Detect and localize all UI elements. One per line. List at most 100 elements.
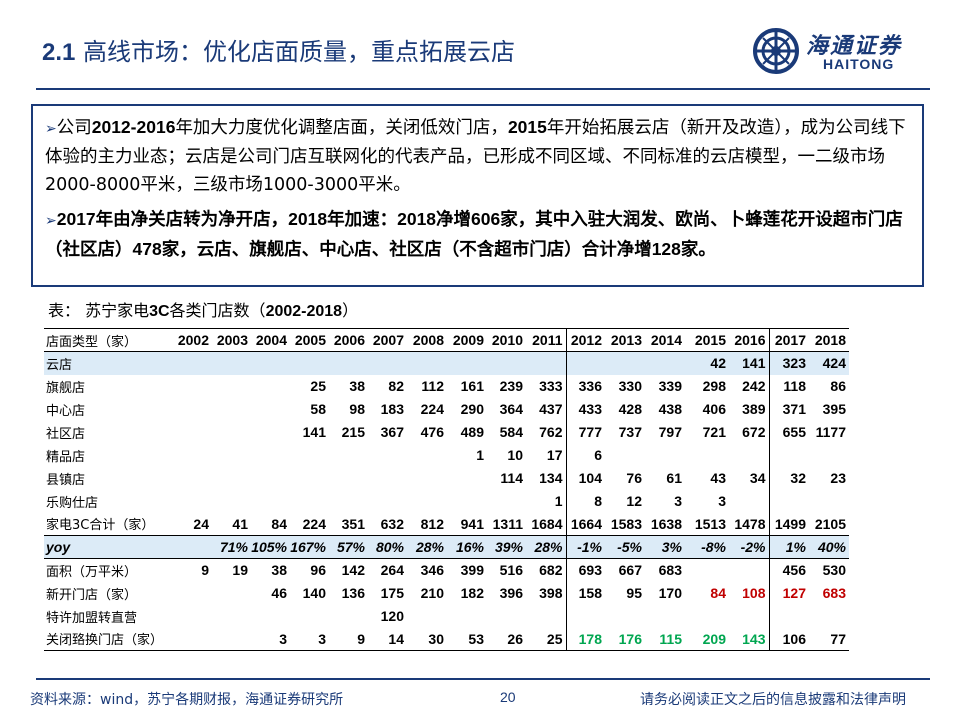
table-cell: 812 — [420, 515, 444, 532]
table-cell — [605, 605, 645, 628]
table-cell: 339 — [658, 378, 682, 394]
table-cell: 96 — [290, 558, 329, 582]
table-row: 云店 42 141 323 424 — [44, 351, 849, 375]
table-cell: 396 — [499, 585, 523, 601]
table-cell — [329, 444, 368, 467]
row-label-cell: yoy — [44, 535, 172, 559]
table-cell: 98 — [349, 401, 365, 417]
table-cell: 76 — [626, 470, 642, 486]
title-text: 高线市场：优化店面质量，重点拓展云店 — [83, 38, 516, 66]
table-cell: 406 — [702, 401, 726, 417]
table-cell: 43 — [710, 470, 726, 486]
table-cell: 371 — [768, 397, 809, 421]
table-cell — [212, 398, 251, 421]
table-cell — [251, 375, 290, 398]
table-cell: 115 — [645, 627, 685, 651]
table-cell — [685, 558, 729, 582]
table-cell: 1513 — [694, 515, 726, 532]
table-cell: 86 — [830, 378, 846, 394]
table-cell: 118 — [768, 374, 809, 398]
table-cell: 693 — [565, 558, 605, 582]
table-row: 新开门店（家） 46 140 136 175 210 182 396 398 158 95 170 84… — [44, 581, 849, 605]
table-cell: 30 — [407, 627, 447, 651]
table-cell — [407, 444, 447, 467]
table-row: 面积（万平米） 9 19 38 96 142 264 346 399 516 682 693 667 68… — [44, 558, 849, 582]
table-row: 县镇店 114 134 104 76 61 43 34 32 23 — [44, 466, 849, 490]
row-label-cell: 旗舰店 — [46, 380, 86, 396]
table-cell: 136 — [341, 585, 365, 601]
table-cell: -5% — [605, 535, 645, 559]
table-cell — [407, 351, 447, 375]
table-cell — [172, 444, 212, 467]
table-cell: 3 — [290, 627, 329, 651]
table-cell: 112 — [421, 378, 444, 394]
disclaimer-note: 请务必阅读正文之后的信息披露和法律声明 — [640, 692, 906, 708]
table-cell — [685, 444, 729, 467]
header-label-cell: 店面类型（家） — [44, 328, 172, 352]
table-cell: 395 — [822, 401, 846, 417]
summary-paragraph-1: ➢公司2012-2016年加大力度优化调整店面，关闭低效门店，2015年开始拓展… — [45, 117, 906, 195]
table-cell: 209 — [685, 627, 729, 651]
table-cell: 437 — [539, 401, 563, 417]
table-cell: 32 — [768, 466, 809, 490]
table-cell: 210 — [420, 585, 444, 601]
table-cell — [368, 351, 407, 375]
table-cell — [172, 535, 212, 559]
table-cell: 389 — [742, 401, 766, 417]
table-cell: 1583 — [610, 515, 642, 532]
arrow-bullet-icon: ➢ — [45, 121, 57, 137]
table-cell: 3% — [645, 535, 685, 559]
table-cell: 142 — [329, 558, 368, 582]
table-cell: 141 — [302, 424, 326, 440]
table-cell — [172, 467, 212, 490]
table-cell — [212, 627, 251, 651]
table-row: 旗舰店 25 38 82 112 161 239 333 336 330 339 298 242 118 8… — [44, 374, 849, 398]
table-cell — [685, 605, 729, 628]
row-label-cell: 社区店 — [46, 426, 86, 442]
table-cell: 346 — [407, 558, 447, 582]
table-cell: 23 — [830, 470, 846, 486]
table-cell: 215 — [341, 424, 365, 440]
year-header-cell: 2008 — [407, 328, 447, 352]
table-cell: 438 — [658, 401, 682, 417]
table-cell: 19 — [212, 558, 251, 582]
table-cell — [329, 467, 368, 490]
footer-divider — [36, 678, 930, 680]
summary-box: ➢公司2012-2016年加大力度优化调整店面，关闭低效门店，2015年开始拓展… — [31, 104, 924, 287]
table-cell — [487, 351, 526, 375]
table-cell: 1478 — [734, 515, 766, 532]
table-cell: 398 — [539, 585, 563, 601]
table-cell: 242 — [742, 378, 766, 394]
table-cell: 42 — [685, 351, 729, 375]
year-header-cell: 2003 — [212, 328, 251, 352]
year-header-cell: 2010 — [487, 328, 526, 352]
table-cell: -8% — [685, 535, 729, 559]
table-cell — [251, 444, 290, 467]
table-cell: 456 — [768, 558, 809, 582]
table-cell — [172, 398, 212, 421]
table-cell — [212, 605, 251, 628]
arrow-bullet-icon: ➢ — [45, 213, 57, 229]
table-cell — [329, 351, 368, 375]
table-cell: 530 — [809, 558, 849, 582]
table-cell: 182 — [460, 585, 484, 601]
table-cell: 298 — [702, 378, 726, 394]
table-cell — [526, 351, 566, 375]
page-title: 2.1 高线市场：优化店面质量，重点拓展云店 — [42, 32, 515, 67]
table-cell: 3 — [251, 627, 290, 651]
table-cell: 682 — [526, 558, 566, 582]
table-cell — [212, 351, 251, 375]
summary-paragraph-2: ➢2017年由净关店转为净开店，2018年加速：2018净增606家，其中入驻大… — [45, 209, 903, 259]
table-cell: 84 — [710, 585, 726, 601]
table-cell — [290, 605, 329, 628]
table-cell: 58 — [310, 401, 326, 417]
table-cell: 428 — [618, 401, 642, 417]
table-cell: 84 — [271, 515, 287, 532]
table-cell: 1 — [476, 447, 484, 463]
table-cell: 655 — [768, 420, 809, 444]
row-label-cell: 中心店 — [46, 403, 86, 419]
table-cell: 1% — [768, 535, 809, 559]
table-cell: 941 — [460, 515, 484, 532]
table-cell: 290 — [460, 401, 484, 417]
table-cell — [565, 351, 605, 375]
